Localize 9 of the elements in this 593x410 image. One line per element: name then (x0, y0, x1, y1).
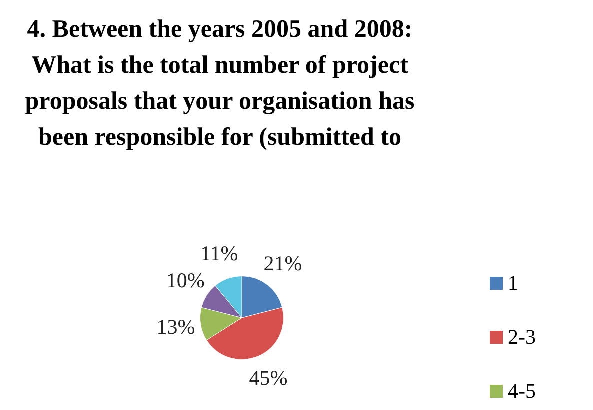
data-label: 45% (249, 366, 288, 390)
data-label: 21% (264, 252, 302, 276)
data-label: 13% (156, 314, 196, 339)
legend-label: 2-3 (508, 324, 536, 350)
chart-title: 4. Between the years 2005 and 2008: What is the total number of project proposals that your organisation has been responsible for (submitted to (24, 15, 416, 153)
data-label: 10% (166, 268, 205, 293)
legend-label: 4-5 (508, 378, 536, 404)
data-label: 11% (200, 242, 238, 266)
legend-label: 1 (508, 270, 518, 296)
